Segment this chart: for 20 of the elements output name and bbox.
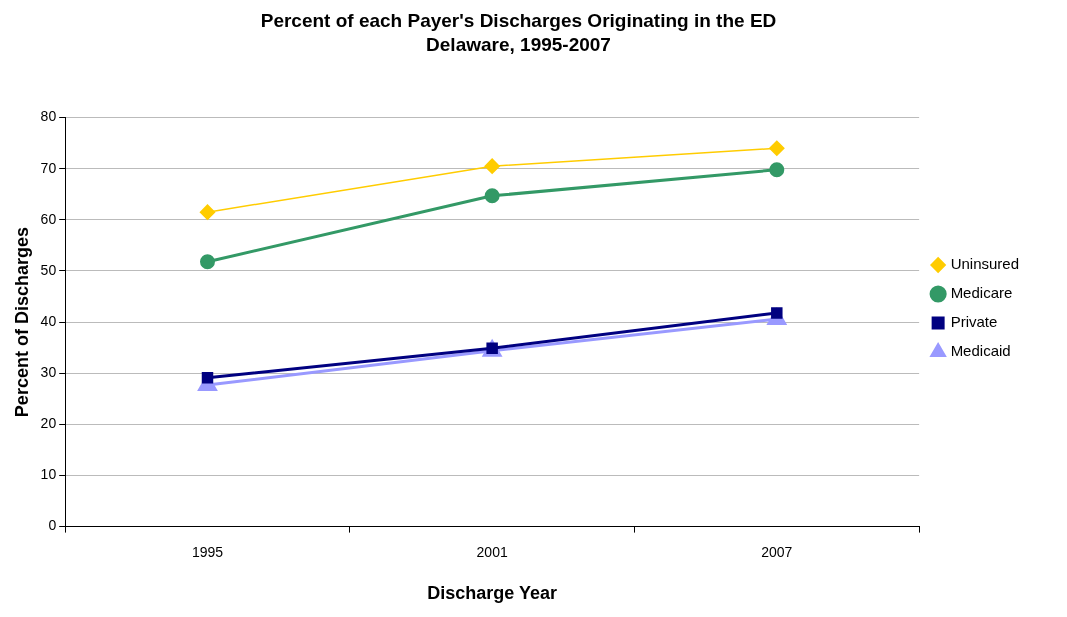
y-tick-label: 80 xyxy=(40,108,57,125)
legend-label: Uninsured xyxy=(950,255,1019,273)
chart-subtitle: Delaware, 1995-2007 xyxy=(426,34,611,56)
x-axis-title: Discharge Year xyxy=(427,583,558,604)
x-tick-label: 1995 xyxy=(191,543,224,560)
legend-label: Medicaid xyxy=(950,342,1011,360)
y-tick-label: 60 xyxy=(40,210,57,227)
x-tick-label: 2001 xyxy=(476,543,508,560)
y-tick-label: 20 xyxy=(40,415,57,432)
legend-label: Medicare xyxy=(950,284,1013,302)
x-tick-label: 2007 xyxy=(761,543,793,560)
y-tick-label: 40 xyxy=(40,312,57,329)
y-tick-label: 10 xyxy=(40,466,57,483)
y-tick-label: 30 xyxy=(40,364,57,381)
chart-title: Percent of each Payer's Discharges Originating in the ED xyxy=(260,9,777,31)
y-tick-label: 70 xyxy=(40,159,57,176)
legend-label: Private xyxy=(950,313,998,331)
y-axis-title: Percent of Discharges xyxy=(11,227,32,418)
y-tick-label: 0 xyxy=(48,517,57,534)
y-tick-label: 50 xyxy=(40,261,57,278)
